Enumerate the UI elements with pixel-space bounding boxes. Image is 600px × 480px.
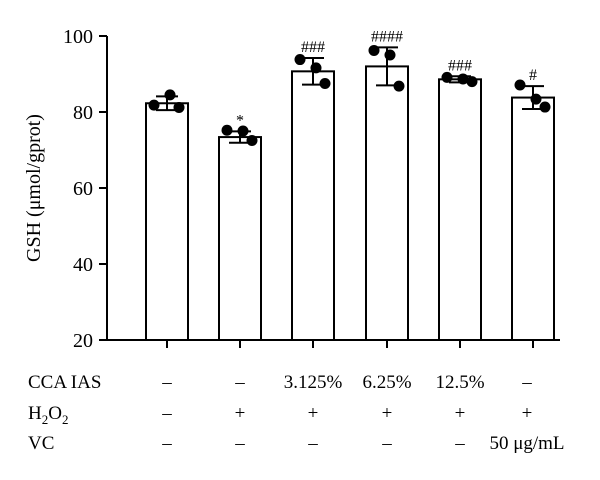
row-label-h2o2: H2O2 xyxy=(28,403,68,427)
table-cell-r1-c5: 12.5% xyxy=(435,372,484,393)
table-cell-r1-c2: – xyxy=(234,372,245,393)
table-cell-r3-c5: – xyxy=(454,433,465,454)
table-cell-r1-c1: – xyxy=(161,372,172,393)
significance-label-2: * xyxy=(236,112,244,129)
y-tick-label-60: 60 xyxy=(73,178,93,200)
data-point-1-1 xyxy=(148,99,160,111)
bar-1 xyxy=(145,102,189,342)
table-cell-r1-c4: 6.25% xyxy=(362,372,411,393)
bar-5 xyxy=(438,78,482,341)
table-cell-r2-c1: – xyxy=(161,403,172,424)
significance-label-5: ### xyxy=(448,57,472,74)
x-axis xyxy=(106,339,560,348)
significance-label-3: ### xyxy=(301,39,325,56)
points-layer xyxy=(148,44,551,146)
y-tick-label-80: 80 xyxy=(73,102,93,124)
data-point-2-3 xyxy=(246,135,258,146)
significance-labels-layer: *########### xyxy=(236,28,537,129)
data-point-3-1 xyxy=(294,54,306,66)
bar-6 xyxy=(511,96,555,341)
table-cell-r2-c5: + xyxy=(455,403,466,424)
y-tick-label-20: 20 xyxy=(73,330,93,352)
error-bars-layer xyxy=(156,46,544,144)
table-cell-r1-c6: – xyxy=(521,372,532,393)
significance-label-6: # xyxy=(529,67,537,84)
data-point-5-1 xyxy=(441,71,453,83)
table-cell-r3-c1: – xyxy=(161,433,172,454)
y-axis: 20 40 60 80 100 xyxy=(63,26,108,352)
bar-4 xyxy=(365,65,409,342)
table-cell-r2-c4: + xyxy=(382,403,393,424)
table-cell-r3-c3: – xyxy=(307,433,318,454)
table-cell-r2-c3: + xyxy=(308,403,319,424)
y-tick-label-40: 40 xyxy=(73,254,93,276)
data-point-3-3 xyxy=(319,78,331,89)
table-cell-r2-c6: + xyxy=(522,403,533,424)
significance-label-4: #### xyxy=(371,28,403,45)
data-point-4-3 xyxy=(393,80,405,92)
y-tick-label-100: 100 xyxy=(63,26,93,48)
table-cell-r3-c6: 50 μg/mL xyxy=(489,433,564,454)
data-point-5-3 xyxy=(466,76,478,88)
y-axis-title: GSH (μmol/gprot) xyxy=(23,114,45,262)
table-cell-r1-c3: 3.125% xyxy=(284,372,343,393)
bar-3 xyxy=(291,70,335,341)
treatment-table: CCA IAS H2O2 VC – – 3.125% 6.25% 12.5% – – + + + +… xyxy=(28,372,565,454)
data-point-6-1 xyxy=(514,79,526,91)
data-point-6-3 xyxy=(539,101,551,113)
row-label-cca-ias: CCA IAS xyxy=(28,372,101,393)
bar-2 xyxy=(218,136,262,341)
table-cell-r3-c4: – xyxy=(381,433,392,454)
table-cell-r2-c2: + xyxy=(235,403,246,424)
bars-layer xyxy=(145,65,555,342)
data-point-1-3 xyxy=(173,101,185,113)
row-label-vc: VC xyxy=(28,433,54,454)
table-cell-r3-c2: – xyxy=(234,433,245,454)
data-point-2-1 xyxy=(221,124,233,136)
